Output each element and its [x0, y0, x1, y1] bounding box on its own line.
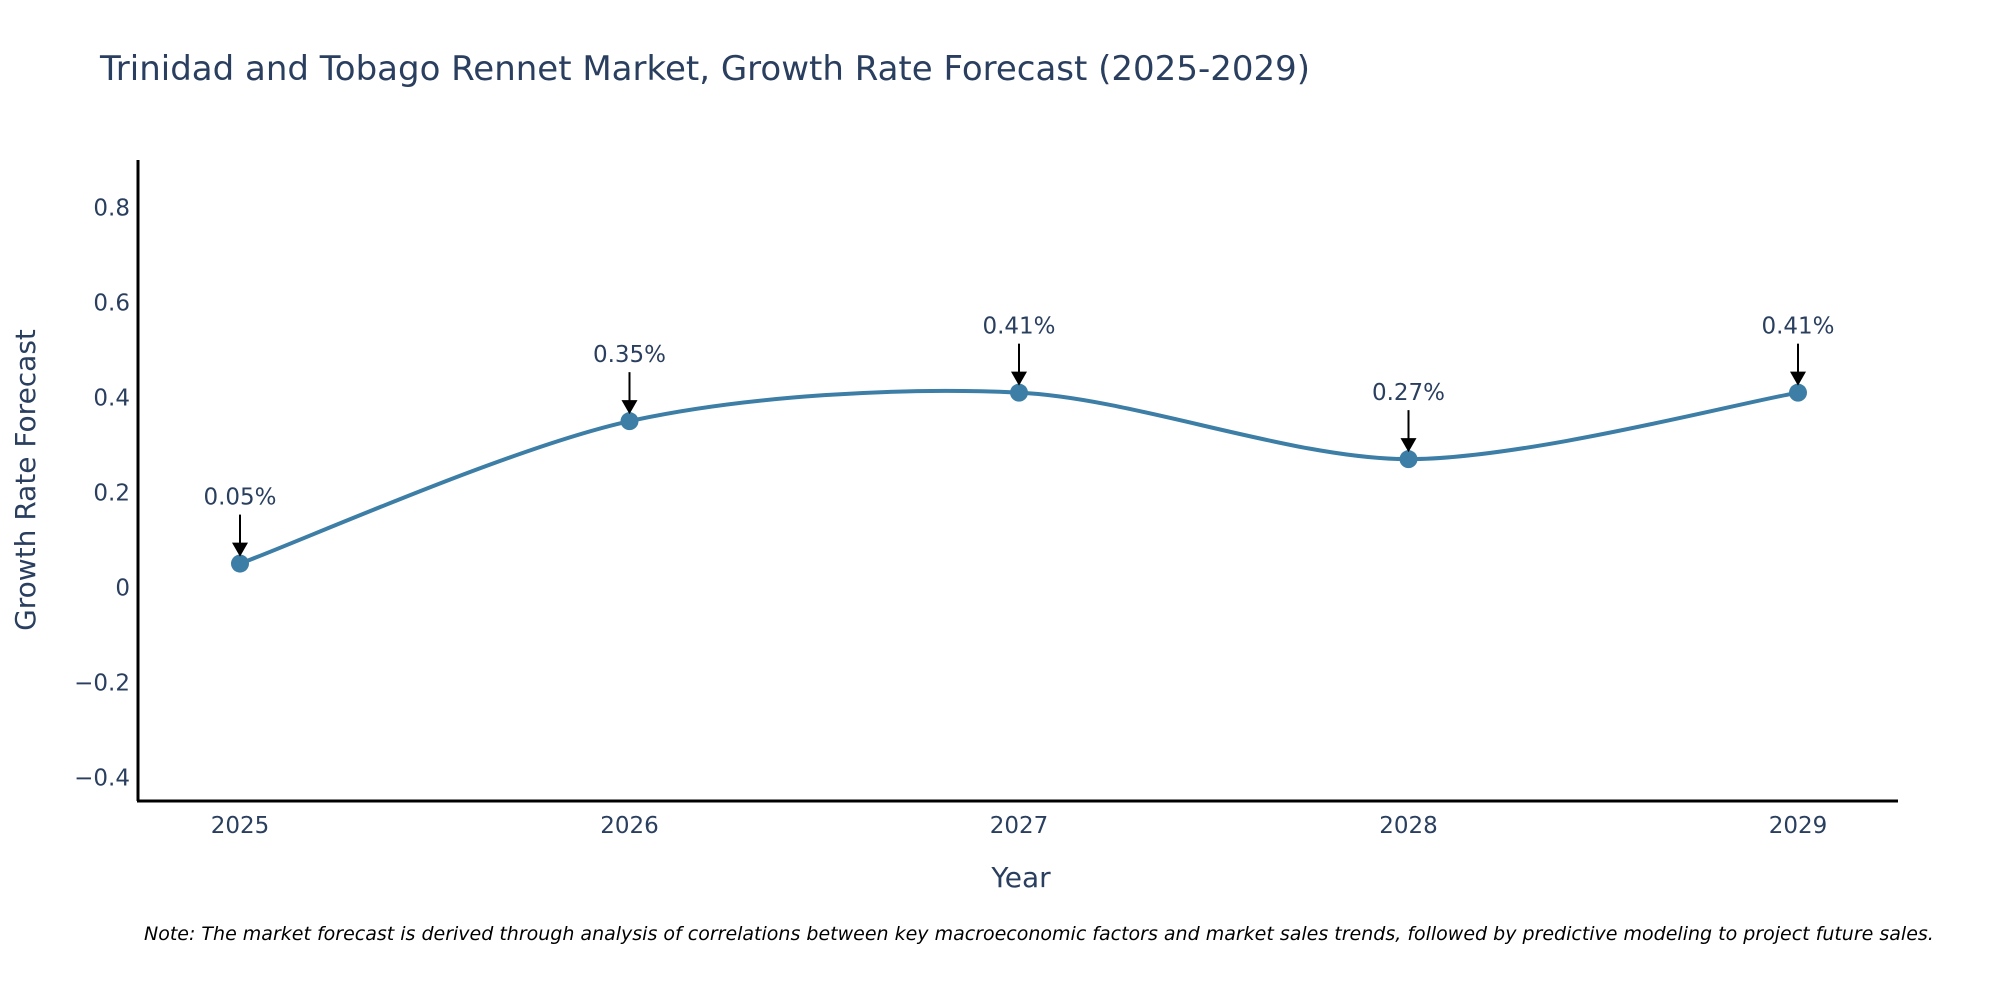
x-tick-label: 2025 — [211, 813, 270, 839]
y-tick-label: 0.2 — [93, 480, 130, 506]
data-point — [231, 554, 249, 573]
x-tick-label: 2026 — [600, 813, 659, 839]
data-label: 0.41% — [982, 314, 1055, 340]
annotation-arrow-head — [1011, 371, 1027, 386]
data-label: 0.05% — [203, 485, 276, 511]
data-point — [620, 412, 639, 431]
x-tick-label: 2028 — [1379, 813, 1438, 839]
y-tick-label: −0.4 — [74, 765, 130, 791]
data-label: 0.35% — [593, 342, 666, 368]
data-point — [1789, 383, 1807, 402]
chart-title: Trinidad and Tobago Rennet Market, Growt… — [99, 49, 1310, 89]
data-markers — [231, 383, 1807, 573]
data-point — [1399, 450, 1418, 469]
data-label: 0.27% — [1372, 380, 1445, 406]
y-axis-ticks: −0.4 −0.2 0 0.2 0.4 0.6 0.8 — [74, 195, 130, 791]
x-axis-ticks: 2025 2026 2027 2028 2029 — [211, 813, 1828, 839]
y-tick-label: 0 — [115, 575, 130, 601]
data-annotations: 0.05% 0.35% 0.41% 0.27% 0.41% — [203, 314, 1835, 557]
x-tick-label: 2029 — [1769, 813, 1828, 839]
x-axis-label: Year — [990, 861, 1051, 894]
series-line — [239, 388, 1799, 566]
footnote: Note: The market forecast is derived thr… — [144, 923, 1934, 945]
y-tick-label: 0.6 — [93, 290, 130, 316]
annotation-arrow-head — [621, 400, 638, 415]
x-tick-label: 2027 — [990, 813, 1049, 839]
y-axis-label: Growth Rate Forecast — [9, 329, 42, 631]
y-tick-label: 0.8 — [93, 195, 130, 221]
annotation-arrow-head — [1400, 438, 1417, 453]
data-label: 0.41% — [1761, 314, 1834, 340]
y-tick-label: 0.4 — [93, 385, 130, 411]
annotation-arrow-head — [232, 542, 248, 557]
y-tick-label: −0.2 — [74, 670, 130, 696]
data-point — [1010, 383, 1028, 402]
annotation-arrow-head — [1790, 371, 1806, 386]
